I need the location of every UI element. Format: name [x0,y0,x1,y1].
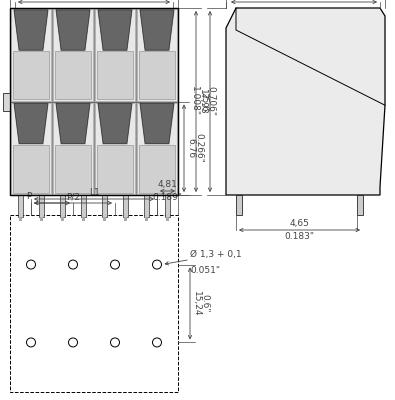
Bar [97,51,133,100]
Text: L1: L1 [88,188,100,197]
Bar [137,9,177,100]
Bar [13,51,49,100]
Text: 6.76: 6.76 [186,138,195,158]
Polygon shape [140,104,174,144]
Bar [166,217,169,221]
Bar [102,195,107,217]
Bar [19,217,22,221]
Circle shape [152,260,162,269]
Bar [39,195,44,217]
Bar [165,195,170,217]
Text: 1.008": 1.008" [190,86,199,116]
Circle shape [111,260,120,269]
Bar [55,144,91,193]
Bar [82,217,85,221]
Bar [139,144,175,193]
Text: 4,81: 4,81 [158,180,177,189]
Circle shape [26,338,36,347]
Text: 4,65: 4,65 [290,219,309,228]
Polygon shape [226,8,385,195]
Bar [10,8,178,195]
Circle shape [26,260,36,269]
Bar [97,144,133,193]
Polygon shape [98,104,132,144]
Bar [18,195,23,217]
Bar [95,9,135,100]
Text: P/2: P/2 [66,192,80,201]
Bar [11,9,51,100]
Text: 0.189": 0.189" [152,193,182,202]
Bar [3,92,10,110]
Polygon shape [14,10,48,50]
Bar [123,195,128,217]
Bar [357,195,363,215]
Bar [236,195,242,215]
Bar [95,102,135,194]
Bar [53,102,93,194]
Text: P: P [26,192,32,201]
Polygon shape [98,10,132,50]
Polygon shape [14,104,48,144]
Bar [10,215,178,392]
Bar [55,51,91,100]
Circle shape [111,338,120,347]
Text: Ø 1,3 + 0,1: Ø 1,3 + 0,1 [190,250,242,258]
Text: 0.706": 0.706" [206,86,215,116]
Text: 0.6": 0.6" [200,294,209,313]
Bar [13,144,49,193]
Text: 0.183": 0.183" [284,232,314,241]
Bar [60,195,65,217]
Circle shape [68,338,77,347]
Bar [61,217,64,221]
Bar [145,217,148,221]
Bar [11,102,51,194]
Polygon shape [56,10,90,50]
Polygon shape [56,104,90,144]
Text: 17,93: 17,93 [198,89,207,114]
Bar [139,51,175,100]
Bar [137,102,177,194]
Circle shape [152,338,162,347]
Bar [10,8,178,195]
Bar [124,217,127,221]
Bar [144,195,149,217]
Circle shape [68,260,77,269]
Text: 15,24: 15,24 [192,291,201,316]
Bar [40,217,43,221]
Text: 25,6: 25,6 [199,92,208,112]
Bar [103,217,106,221]
Bar [53,9,93,100]
Text: 0.266": 0.266" [194,133,203,163]
Bar [81,195,86,217]
Text: 0.051": 0.051" [190,266,220,274]
Polygon shape [140,10,174,50]
